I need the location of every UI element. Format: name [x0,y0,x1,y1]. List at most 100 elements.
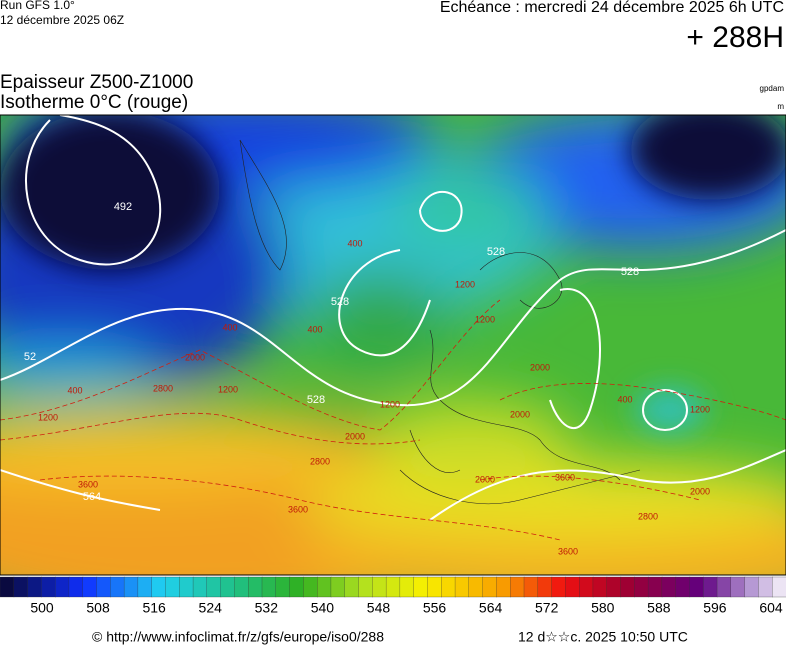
map-frame [0,114,786,576]
colorbar-tick-label: 508 [86,600,110,616]
color-swatch [399,576,415,598]
footer-url: © http://www.infoclimat.fr/z/gfs/europe/… [92,629,384,645]
color-swatch [82,576,98,598]
colorbar-tick-label: 572 [535,600,559,616]
color-swatch [261,576,277,598]
color-swatch [427,576,442,598]
title-line1: Epaisseur Z500-Z1000 [0,72,193,93]
run-date: 12 décembre 2025 06Z [0,13,124,27]
color-swatch [758,576,773,598]
isotherm-label: 2800 [153,383,173,393]
color-swatch [317,576,332,598]
colorbar-tick-label: 500 [30,600,54,616]
isotherm-label: 400 [67,385,82,395]
color-swatch [13,576,29,598]
color-swatch [179,576,194,598]
thickness-label: 528 [331,296,349,308]
color-swatch [620,576,635,598]
color-swatch [772,576,786,598]
color-swatch [634,576,649,598]
lead-time: + 288H [686,21,784,54]
thickness-label: 528 [307,394,325,406]
isotherm-label: 3600 [288,504,308,514]
color-swatch [675,576,691,598]
color-swatch [344,576,360,598]
isotherm-label: 1200 [455,279,475,289]
isotherm-label: 2800 [638,511,658,521]
color-swatch [68,576,84,598]
isotherm-label: 2000 [510,409,530,419]
footer-stamp: 12 d☆☆c. 2025 10:50 UTC [518,629,688,645]
color-swatch [689,576,704,598]
isotherm-label: 400 [307,324,322,334]
colorbar-tick-label: 540 [311,600,335,616]
isotherm-label: 1200 [218,384,238,394]
color-swatch [730,576,746,598]
color-swatch [27,576,43,598]
isotherm-label: 1200 [690,404,710,414]
colorbar-tick-label: 596 [703,600,727,616]
color-swatch [110,576,125,598]
colorbar-tick-label: 580 [591,600,615,616]
color-swatch [275,576,291,598]
isotherm-label: 400 [347,238,362,248]
color-swatch [647,576,663,598]
isotherm-label: 2800 [310,456,330,466]
isotherm-label: 1200 [38,412,58,422]
color-swatch [206,576,222,598]
color-swatch [523,576,539,598]
color-swatch [289,576,305,598]
color-swatch [220,576,236,598]
color-swatch [96,576,111,598]
color-swatch [358,576,373,598]
colorbar-tick-label: 548 [367,600,391,616]
isotherm-label: 1200 [475,314,495,324]
color-swatch [0,576,15,598]
title-line2: Isotherme 0°C (rouge) [0,92,188,113]
color-swatch [496,576,511,598]
coastlines [239,139,641,505]
isotherm-label: 400 [222,322,237,332]
color-swatch [41,576,56,598]
thickness-label: 52 [24,351,36,363]
isotherm-label: 2000 [345,431,365,441]
thickness-label: 492 [114,201,132,213]
color-swatch [565,576,580,598]
thickness-contours [0,115,786,521]
run-label: Run GFS 1.0° [0,0,75,12]
map: 492 528 528 528 528 52 564 400 400 400 400 400 1200 1… [0,115,786,575]
unit-m: m [777,102,784,111]
color-swatch [592,576,608,598]
colorbar-tick-label: 604 [759,600,783,616]
color-swatch [372,576,387,598]
thickness-label: 528 [621,266,639,278]
color-swatch [248,576,263,598]
colorbar-tick-label: 588 [647,600,671,616]
isotherm-contours [0,299,786,541]
color-swatch [661,576,677,598]
color-swatch [330,576,346,598]
thickness-label: 528 [487,246,505,258]
color-swatch [744,576,760,598]
isotherm-label: 3600 [78,479,98,489]
color-swatch [551,576,567,598]
color-swatch [482,576,498,598]
color-swatch [579,576,594,598]
isotherm-label: 2000 [185,352,205,362]
isotherm-label: 1200 [380,399,400,409]
color-swatch [537,576,553,598]
color-swatch [510,576,525,598]
color-swatch [468,576,484,598]
colorbar-tick-label: 516 [142,600,166,616]
color-swatch [55,576,70,598]
color-swatch [123,576,139,598]
color-swatch [137,576,153,598]
colorbar-tick-label: 556 [423,600,447,616]
colorbar-tick-label: 524 [199,600,223,616]
colorbar-tick-label: 564 [479,600,503,616]
color-swatch [303,576,318,598]
color-swatch [703,576,718,598]
color-swatch [192,576,208,598]
